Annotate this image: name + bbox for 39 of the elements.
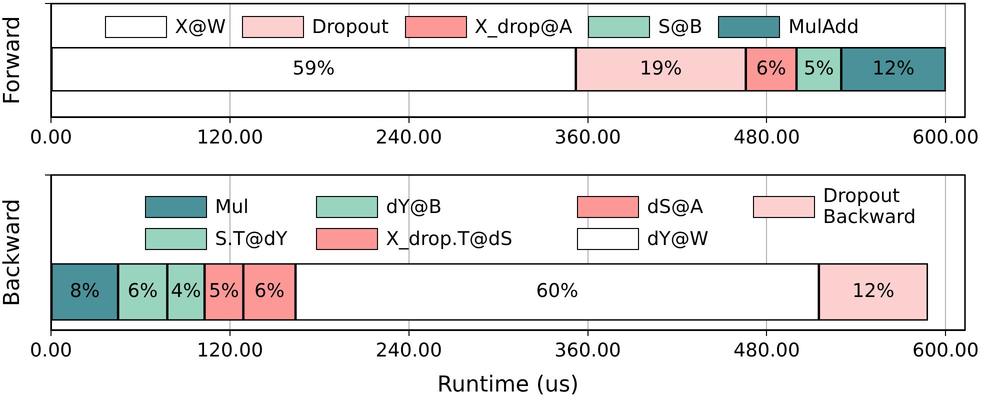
annotation: 4% bbox=[170, 280, 202, 302]
x-tick-label: 360.00 bbox=[554, 339, 622, 362]
x-tick-label: 120.00 bbox=[196, 126, 264, 148]
legend-label: MulAdd bbox=[788, 16, 859, 38]
series-label: dY@W bbox=[647, 228, 708, 250]
annotation: 6% bbox=[128, 280, 158, 302]
annotation: 8% bbox=[70, 280, 100, 302]
legend-label: Dropout Backward bbox=[823, 185, 916, 228]
annotation: 60% bbox=[536, 280, 578, 302]
x-tick-label: 360.00 bbox=[554, 126, 622, 148]
x-tick-label: 240.00 bbox=[376, 339, 442, 362]
annotation: 6% bbox=[756, 57, 786, 80]
annotation: 5% bbox=[804, 57, 834, 80]
x-axis-title: Runtime (us) bbox=[437, 372, 579, 398]
legend-label: dY@B bbox=[386, 196, 442, 218]
annotation: 19% bbox=[640, 57, 682, 80]
annotation: 12% bbox=[852, 280, 894, 302]
x-tick-label: 0.00 bbox=[30, 126, 72, 148]
x-tick-label: 480.00 bbox=[733, 126, 800, 148]
x-tick-label: 0.00 bbox=[30, 339, 72, 362]
x-tick-label: 240.00 bbox=[376, 126, 442, 148]
x-tick-label: 120.00 bbox=[196, 339, 264, 362]
y-axis-title: Forward bbox=[0, 16, 25, 105]
legend-label: dS@A bbox=[647, 196, 704, 218]
x-tick-label: 600.00 bbox=[912, 339, 979, 362]
annotation: 59% bbox=[292, 57, 335, 80]
legend-label: X_drop.T@dS bbox=[386, 228, 512, 250]
legend-label: X_drop@A bbox=[474, 16, 572, 38]
legend-label: Mul bbox=[215, 196, 249, 218]
annotation: 5% bbox=[208, 280, 240, 302]
annotation: 6% bbox=[254, 280, 285, 302]
legend-label: S@B bbox=[658, 16, 702, 38]
x-tick-label: 480.00 bbox=[733, 339, 800, 362]
legend-label: S.T@dY bbox=[215, 228, 288, 250]
y-axis-title: Backward bbox=[0, 198, 25, 306]
annotation: 12% bbox=[872, 57, 915, 80]
x-tick-label: 600.00 bbox=[912, 126, 979, 148]
series-label: X@W bbox=[175, 16, 226, 38]
legend-label: Dropout bbox=[312, 16, 389, 38]
